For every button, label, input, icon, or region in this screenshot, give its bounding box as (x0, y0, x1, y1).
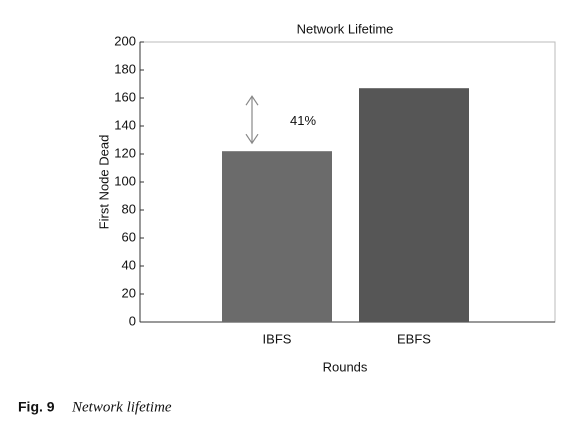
caption-text: Network lifetime (71, 399, 172, 415)
x-tick-label: IBFS (263, 331, 292, 346)
y-tick-label: 180 (114, 61, 136, 76)
y-tick-label: 80 (122, 201, 136, 216)
y-tick-label: 0 (129, 313, 136, 328)
y-tick-label: 20 (122, 285, 136, 300)
x-tick-label: EBFS (397, 331, 431, 346)
y-tick-label: 60 (122, 229, 136, 244)
bar (222, 151, 332, 322)
y-tick-label: 200 (114, 33, 136, 48)
plot-frame (139, 41, 556, 323)
y-tick-label: 40 (122, 257, 136, 272)
y-axis-label: First Node Dead (96, 135, 111, 230)
annotation-label: 41% (290, 113, 316, 128)
chart-title: Network Lifetime (297, 21, 394, 36)
y-tick-label: 160 (114, 89, 136, 104)
y-tick-label: 140 (114, 117, 136, 132)
bar (359, 88, 469, 322)
annotation-arrowhead (245, 95, 259, 145)
x-axis-label: Rounds (323, 359, 368, 374)
caption-number: Fig. 9 (18, 399, 55, 415)
y-tick-label: 100 (114, 173, 136, 188)
y-tick-label: 120 (114, 145, 136, 160)
